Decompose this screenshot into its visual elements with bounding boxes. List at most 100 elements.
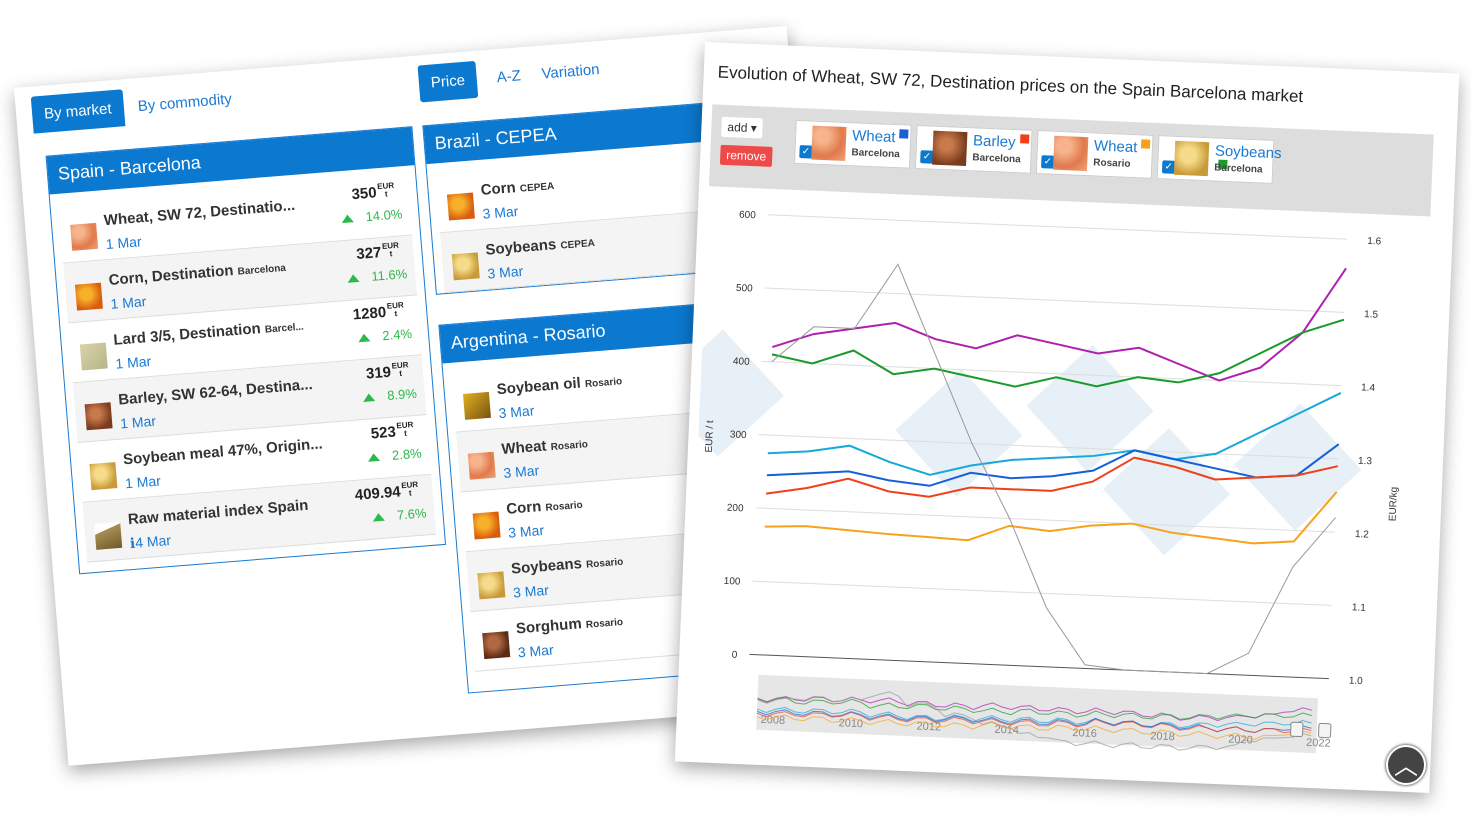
- sort-price[interactable]: Price: [417, 60, 479, 103]
- commodity-image: [70, 222, 99, 251]
- navigator-tick-label: 2022: [1306, 737, 1331, 750]
- legend-name: Wheat: [1093, 137, 1138, 157]
- gridline: [764, 287, 1345, 313]
- price-value: 523: [370, 423, 397, 443]
- y-tick-label: 500: [736, 283, 754, 295]
- commodity-name: Lard 3/5, Destination: [112, 320, 262, 349]
- commodity-name: Soybeans: [484, 236, 557, 259]
- price-value: 350: [350, 184, 378, 204]
- price-date: ℹ4 Mar: [129, 531, 172, 552]
- scroll-to-top-button[interactable]: ︿: [1386, 745, 1426, 785]
- navigator-tick-label: 2012: [916, 720, 941, 733]
- legend-color-swatch: [899, 129, 909, 139]
- navigator-background[interactable]: [756, 674, 1319, 754]
- price-date: 1 Mar: [119, 412, 157, 432]
- commodity-location: Rosario: [550, 439, 589, 454]
- price-variation: 2.8%: [368, 446, 422, 465]
- commodity-name: Soybean oil: [496, 374, 582, 399]
- commodity-name: Barley, SW 62-64, Destina...: [117, 376, 314, 409]
- navigator-tick-label: 2018: [1150, 730, 1175, 743]
- price-variation: 11.6%: [347, 266, 408, 286]
- remove-series-button[interactable]: remove: [719, 144, 773, 167]
- commodity-image: [1173, 140, 1210, 177]
- y2-tick-label: 1.1: [1352, 602, 1367, 614]
- gridline: [767, 214, 1348, 240]
- price-chart[interactable]: 0 1.0 100 1.1 200 1.2 300 1.3 400 1.4 500 1.5 600 1.6…: [685, 192, 1428, 782]
- price-unit: EUR t: [400, 479, 419, 498]
- price-date: 1 Mar: [114, 352, 152, 372]
- commodity-location: CEPEA: [519, 181, 555, 195]
- price-variation: 8.9%: [363, 386, 418, 405]
- y2-tick-label: 1.3: [1358, 456, 1373, 468]
- legend-name: Wheat: [851, 127, 896, 147]
- series-line[interactable]: [759, 259, 1345, 679]
- series-line[interactable]: [771, 244, 1347, 385]
- legend-item[interactable]: ✓ Barley Barcelona: [914, 124, 1033, 174]
- gridline: [761, 360, 1342, 387]
- price-value: 1280: [352, 303, 387, 324]
- price-date: 3 Mar: [502, 462, 540, 481]
- navigator-handle-right[interactable]: [1318, 722, 1332, 739]
- tab-by-commodity[interactable]: By commodity: [137, 90, 233, 116]
- add-series-button[interactable]: add ▾: [721, 116, 764, 139]
- commodity-name: Raw material index Spain: [127, 496, 309, 529]
- series-line[interactable]: [767, 369, 1342, 492]
- commodity-image: [482, 631, 511, 660]
- price-date: 1 Mar: [109, 293, 147, 312]
- price-value: 319: [365, 363, 392, 383]
- watermark-shape: [1102, 428, 1231, 556]
- commodity-image: [451, 252, 480, 281]
- commodity-name: Corn, Destination: [108, 262, 235, 289]
- commodity-image: [811, 125, 847, 161]
- navigator-handle-left[interactable]: [1290, 721, 1304, 738]
- price-value: 409.94: [354, 483, 402, 504]
- legend-item[interactable]: ✓ Wheat Barcelona: [793, 119, 912, 169]
- y2-tick-label: 1.0: [1349, 676, 1364, 688]
- commodity-location: Barcel...: [264, 321, 305, 336]
- legend-market: Rosario: [1093, 157, 1131, 170]
- price-date: 3 Mar: [481, 202, 519, 222]
- commodity-image: [932, 130, 968, 167]
- commodity-image: [467, 451, 496, 480]
- y-axis-label: EUR / t: [704, 420, 716, 453]
- legend-item[interactable]: ✓ Soybeans Barcelona: [1156, 135, 1282, 184]
- commodity-name: Corn: [505, 498, 542, 518]
- y-tick-label: 0: [732, 650, 738, 661]
- commodity-name: Wheat, SW 72, Destinatio...: [103, 196, 296, 230]
- watermark-shape: [895, 369, 1023, 497]
- commodity-name: Soybeans: [510, 555, 583, 578]
- commodity-location: Barcelona: [237, 262, 287, 278]
- series-line[interactable]: [771, 296, 1345, 400]
- legend-color-swatch: [1019, 134, 1029, 144]
- y-tick-label: 400: [733, 356, 751, 368]
- commodity-name: Corn: [480, 179, 517, 199]
- series-line[interactable]: [766, 420, 1340, 503]
- navigator-series-line: [756, 714, 1312, 740]
- price-date: 3 Mar: [486, 262, 524, 282]
- navigator-tick-label: 2016: [1072, 727, 1097, 740]
- price-unit: EUR t: [386, 300, 405, 319]
- commodity-name: Sorghum: [515, 615, 583, 638]
- commodity-name: Soybean meal 47%, Origin...: [122, 435, 324, 469]
- series-line[interactable]: [764, 468, 1338, 556]
- tab-by-market[interactable]: By market: [30, 89, 125, 134]
- sort-az[interactable]: A-Z: [496, 67, 522, 87]
- price-variation: 2.4%: [358, 326, 413, 345]
- commodity-image: [94, 521, 123, 550]
- legend-item[interactable]: ✓ Wheat Rosario: [1035, 130, 1154, 179]
- gridline: [749, 653, 1329, 680]
- sort-variation[interactable]: Variation: [540, 61, 601, 83]
- commodity-location: CEPEA: [560, 237, 596, 252]
- legend-market: Barcelona: [1213, 162, 1263, 176]
- commodity-location: Rosario: [545, 499, 584, 514]
- navigator-tick-label: 2008: [760, 714, 785, 727]
- y-tick-label: 200: [727, 503, 745, 515]
- navigator-series-line: [756, 707, 1312, 729]
- navigator-tick-label: 2010: [838, 717, 863, 730]
- gridline: [752, 580, 1332, 606]
- commodity-image: [1052, 135, 1089, 172]
- series-line[interactable]: [766, 442, 1339, 517]
- commodity-image: [472, 511, 501, 540]
- price-unit: EUR t: [396, 420, 414, 438]
- y2-tick-label: 1.6: [1367, 236, 1382, 248]
